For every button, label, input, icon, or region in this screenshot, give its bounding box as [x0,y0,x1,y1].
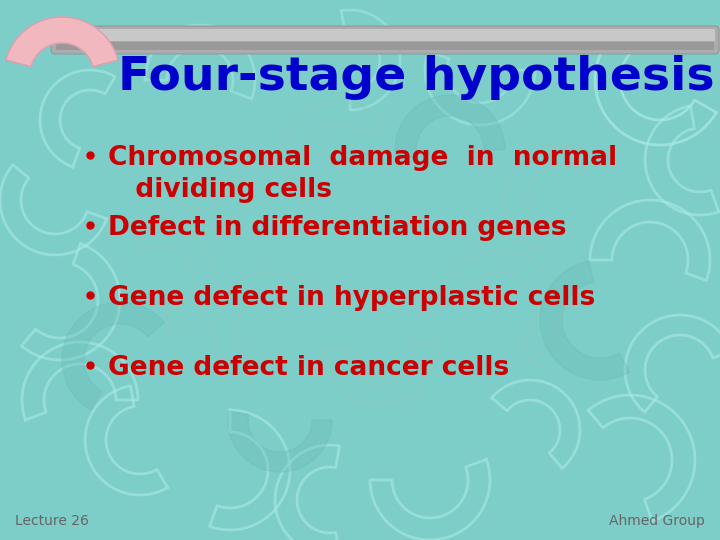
Text: Lecture 26: Lecture 26 [15,514,89,528]
Polygon shape [6,17,118,67]
Polygon shape [540,261,630,380]
Text: Chromosomal  damage  in  normal
   dividing cells: Chromosomal damage in normal dividing ce… [108,145,617,203]
Polygon shape [395,95,505,159]
Text: Gene defect in hyperplastic cells: Gene defect in hyperplastic cells [108,285,595,311]
FancyBboxPatch shape [56,41,714,50]
FancyBboxPatch shape [55,29,715,42]
Text: Gene defect in cancer cells: Gene defect in cancer cells [108,355,509,381]
Polygon shape [228,411,332,472]
Polygon shape [62,302,164,410]
FancyBboxPatch shape [51,26,719,54]
Text: Defect in differentiation genes: Defect in differentiation genes [108,215,567,241]
Text: Ahmed Group: Ahmed Group [609,514,705,528]
Text: Four-stage hypothesis: Four-stage hypothesis [118,56,715,100]
